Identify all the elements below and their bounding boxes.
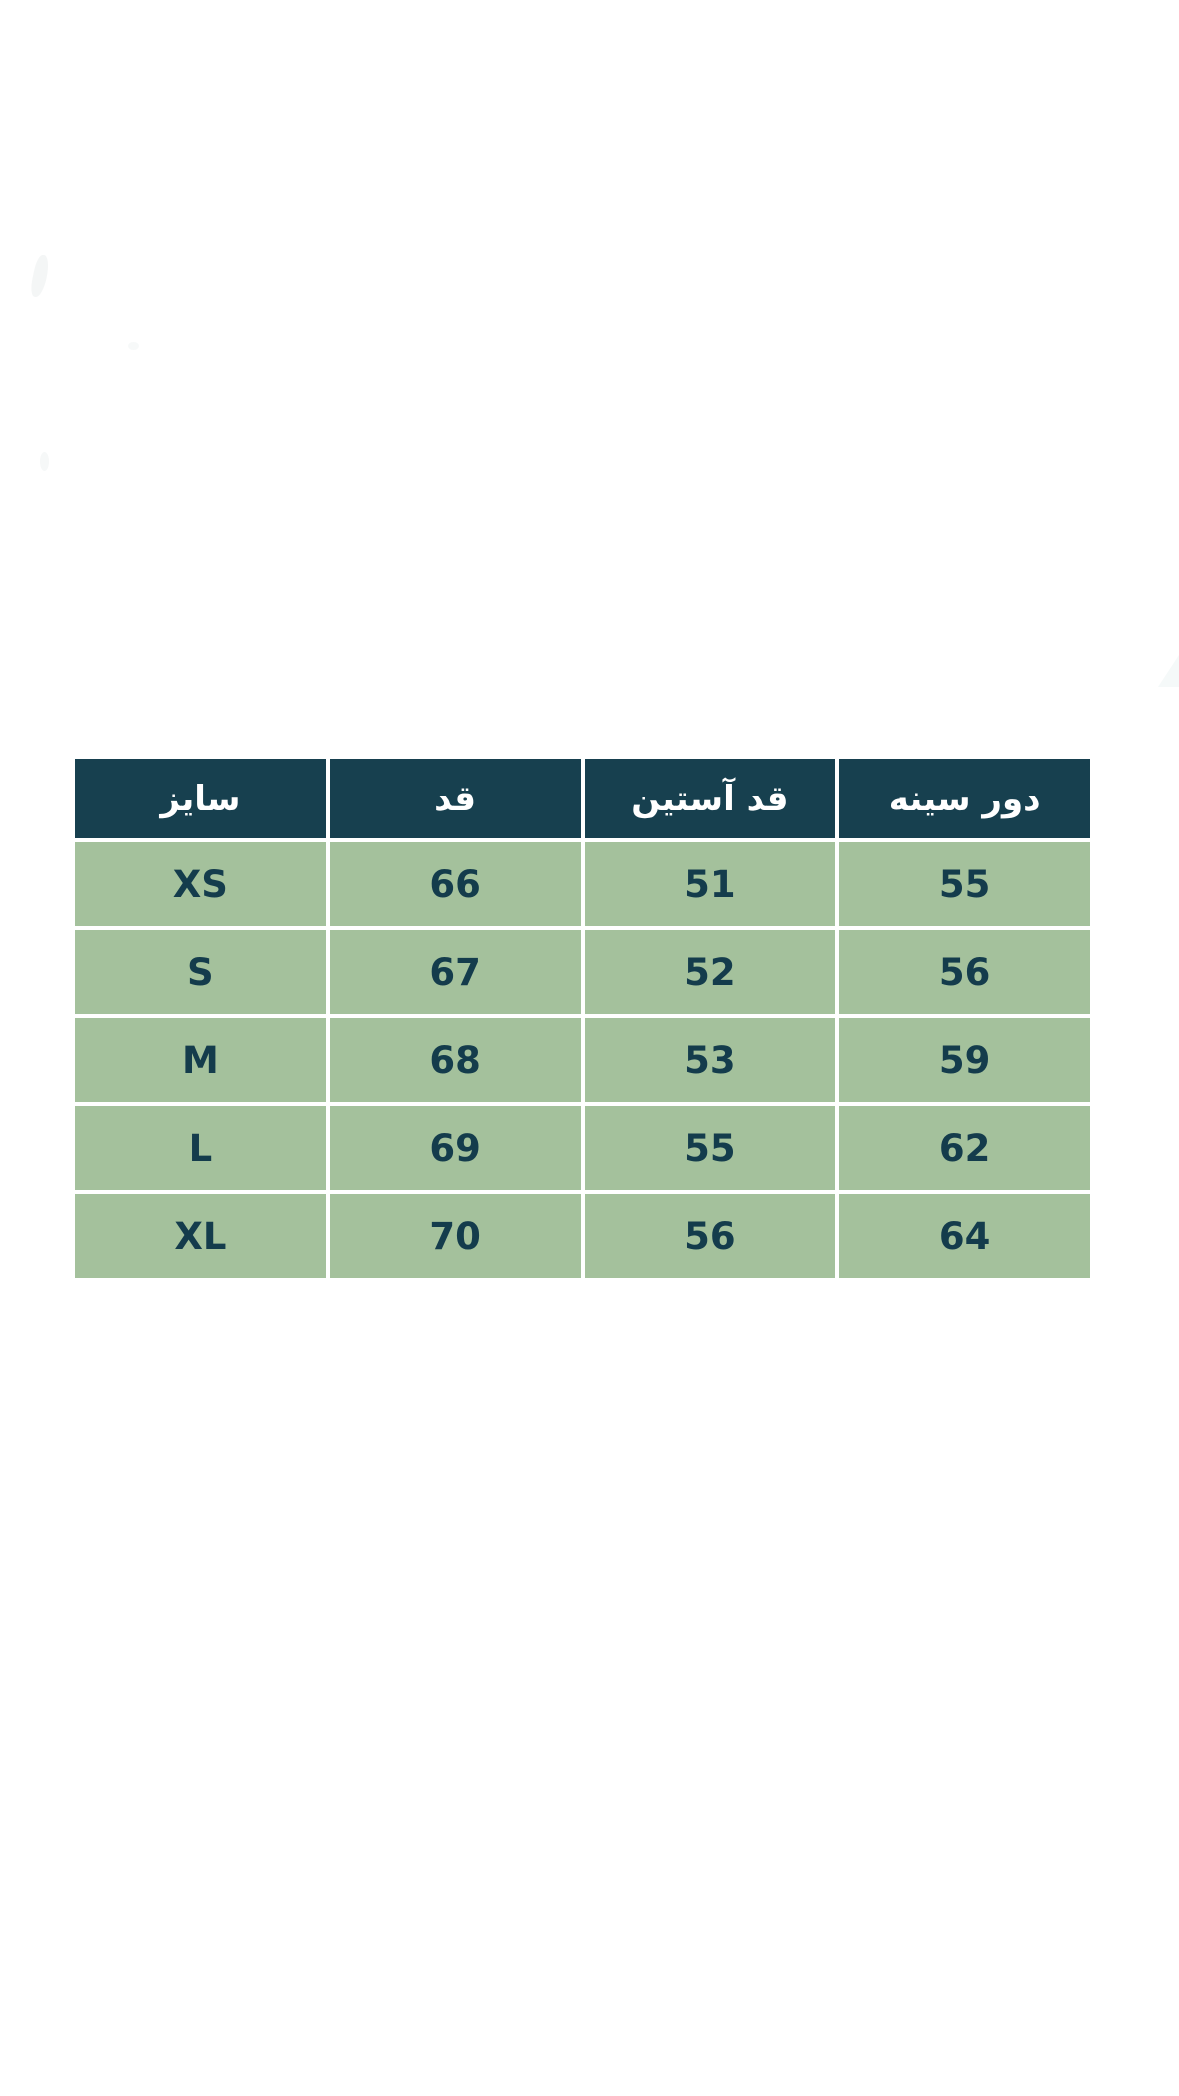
table-row-s: S 67 52 56 [75,930,1090,1014]
cell-chest: 56 [839,930,1090,1014]
column-header-sleeve: قد آستین [584,759,836,838]
table-row-xs: XS 66 51 55 [75,842,1090,926]
size-chart-table: سایز قد قد آستین دور سینه XS 66 51 55 S … [71,755,1094,1282]
cell-sleeve: 51 [584,842,836,926]
faint-artifact [28,255,52,297]
cell-sleeve: 52 [584,930,836,1014]
faint-artifact [1158,655,1179,687]
cell-sleeve: 56 [584,1194,836,1278]
cell-length: 67 [329,930,581,1014]
table-row-xl: XL 70 56 64 [75,1194,1090,1278]
cell-chest: 62 [839,1106,1090,1190]
cell-chest: 55 [839,842,1090,926]
cell-length: 69 [329,1106,581,1190]
cell-size: M [75,1018,326,1102]
cell-sleeve: 53 [584,1018,836,1102]
table-row-m: M 68 53 59 [75,1018,1090,1102]
cell-size: XL [75,1194,326,1278]
cell-length: 66 [329,842,581,926]
cell-chest: 59 [839,1018,1090,1102]
faint-artifact [40,452,49,471]
cell-size: S [75,930,326,1014]
cell-length: 68 [329,1018,581,1102]
cell-sleeve: 55 [584,1106,836,1190]
column-header-length: قد [329,759,581,838]
column-header-chest: دور سینه [839,759,1090,838]
cell-size: XS [75,842,326,926]
column-header-size: سایز [75,759,326,838]
cell-size: L [75,1106,326,1190]
cell-chest: 64 [839,1194,1090,1278]
faint-artifact [128,342,139,350]
header-row: سایز قد قد آستین دور سینه [75,759,1090,838]
table-row-l: L 69 55 62 [75,1106,1090,1190]
cell-length: 70 [329,1194,581,1278]
